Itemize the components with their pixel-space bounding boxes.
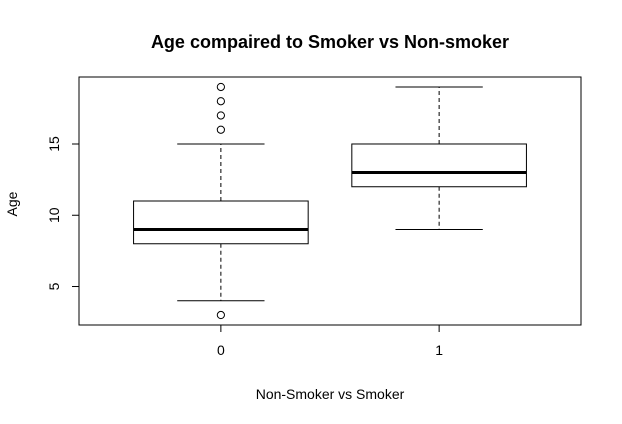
y-tick-label: 10 [46, 207, 62, 223]
chart-title: Age compaired to Smoker vs Non-smoker [151, 32, 509, 52]
x-tick-label: 0 [217, 342, 225, 358]
outlier-point [216, 82, 225, 92]
chart-marks: 5 10 15 0 1 [46, 82, 527, 358]
box-iqr [351, 143, 527, 188]
y-axis-label: Age [4, 191, 20, 216]
x-tick-label: 1 [435, 342, 443, 358]
y-tick-label: 5 [46, 282, 62, 290]
x-axis-label: Non-Smoker vs Smoker [256, 386, 405, 402]
box-iqr [133, 200, 309, 245]
outlier-point [216, 97, 225, 106]
outlier-point [216, 310, 225, 320]
y-tick-label: 15 [46, 136, 62, 152]
outlier-point [216, 125, 225, 134]
outlier-point [216, 111, 225, 120]
